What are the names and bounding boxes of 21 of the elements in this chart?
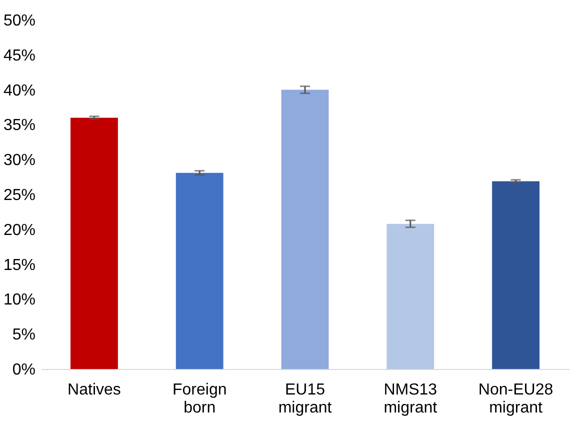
x-tick-label: Natives (68, 382, 121, 398)
x-tick-label: Non-EU28 migrant (478, 382, 554, 416)
y-tick-label: 40% (3, 82, 36, 100)
bar (176, 172, 224, 369)
x-tick-label: EU15 migrant (278, 382, 332, 416)
bar (386, 224, 434, 369)
x-tick-label: Foreign born (172, 382, 227, 416)
bar (70, 118, 118, 369)
x-tick-label: NMS13 migrant (384, 382, 438, 416)
y-tick-label: 50% (3, 12, 36, 30)
y-tick-label: 0% (12, 362, 36, 378)
y-tick-label: 15% (3, 256, 36, 274)
y-tick-label: 45% (3, 47, 36, 64)
y-tick-label: 20% (3, 222, 36, 239)
y-tick-label: 35% (3, 117, 36, 134)
y-tick-label: 30% (3, 152, 36, 170)
bar (281, 90, 329, 369)
y-tick-label: 25% (3, 187, 36, 204)
y-tick-label: 5% (12, 326, 36, 344)
bar (492, 181, 540, 369)
y-tick-label: 10% (3, 292, 36, 309)
